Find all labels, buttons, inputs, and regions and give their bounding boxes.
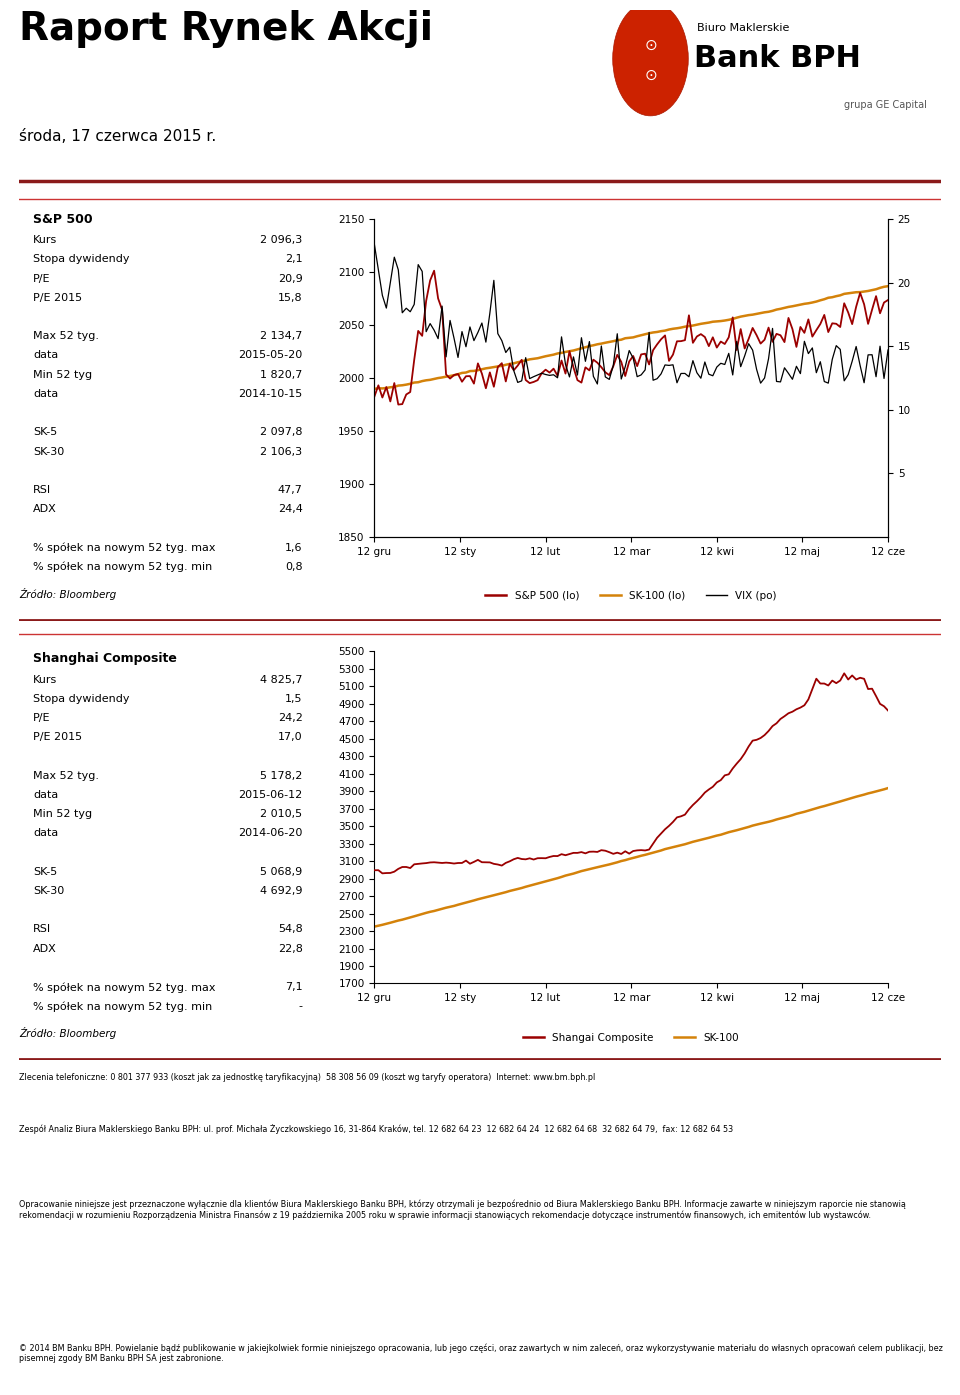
- Text: Biuro Maklerskie: Biuro Maklerskie: [697, 22, 789, 33]
- Text: RSI: RSI: [33, 925, 51, 935]
- Text: SK-30: SK-30: [33, 886, 64, 896]
- Text: data: data: [33, 790, 59, 799]
- Text: data: data: [33, 350, 59, 360]
- Text: 4 692,9: 4 692,9: [260, 886, 302, 896]
- Text: 2015-06-12: 2015-06-12: [238, 790, 302, 799]
- Text: 2 134,7: 2 134,7: [260, 331, 302, 342]
- Ellipse shape: [612, 1, 688, 116]
- Text: -: -: [299, 1002, 302, 1011]
- Text: 1 820,7: 1 820,7: [260, 370, 302, 379]
- Text: Kurs: Kurs: [33, 675, 58, 685]
- Text: grupa GE Capital: grupa GE Capital: [844, 100, 927, 110]
- Text: 2015-05-20: 2015-05-20: [238, 350, 302, 360]
- Text: % spółek na nowym 52 tyg. max: % spółek na nowym 52 tyg. max: [33, 543, 216, 554]
- Text: Opracowanie niniejsze jest przeznaczone wyłącznie dla klientów Biura Maklerskieg: Opracowanie niniejsze jest przeznaczone …: [19, 1198, 906, 1219]
- Text: 4 825,7: 4 825,7: [260, 675, 302, 685]
- Text: Shanghai Composite: Shanghai Composite: [33, 653, 177, 665]
- Text: P/E: P/E: [33, 273, 51, 283]
- Text: data: data: [33, 829, 59, 838]
- Legend: Shangai Composite, SK-100: Shangai Composite, SK-100: [519, 1028, 743, 1046]
- Text: 1,6: 1,6: [285, 543, 302, 552]
- Text: 20,9: 20,9: [277, 273, 302, 283]
- Text: Max 52 tyg.: Max 52 tyg.: [33, 331, 99, 342]
- Text: 54,8: 54,8: [277, 925, 302, 935]
- Text: 7,1: 7,1: [285, 982, 302, 992]
- Text: 2 106,3: 2 106,3: [260, 446, 302, 456]
- Text: 0,8: 0,8: [285, 562, 302, 572]
- Text: data: data: [33, 389, 59, 399]
- Text: SK-5: SK-5: [33, 866, 58, 877]
- Text: P/E 2015: P/E 2015: [33, 293, 83, 303]
- Text: 2 097,8: 2 097,8: [260, 427, 302, 438]
- Text: Max 52 tyg.: Max 52 tyg.: [33, 770, 99, 781]
- Text: % spółek na nowym 52 tyg. min: % spółek na nowym 52 tyg. min: [33, 562, 212, 572]
- Text: 5 178,2: 5 178,2: [260, 770, 302, 781]
- Text: 15,8: 15,8: [278, 293, 302, 303]
- Text: % spółek na nowym 52 tyg. max: % spółek na nowym 52 tyg. max: [33, 982, 216, 993]
- Text: P/E 2015: P/E 2015: [33, 732, 83, 742]
- Text: © 2014 BM Banku BPH. Powielanie bądź publikowanie w jakiejkolwiek formie niniejs: © 2014 BM Banku BPH. Powielanie bądź pub…: [19, 1343, 943, 1363]
- Text: SK-30: SK-30: [33, 446, 64, 456]
- Legend: S&P 500 (lo), SK-100 (lo), VIX (po): S&P 500 (lo), SK-100 (lo), VIX (po): [481, 587, 781, 605]
- Text: 2014-06-20: 2014-06-20: [238, 829, 302, 838]
- Text: ⊙: ⊙: [644, 67, 657, 82]
- Text: S&P 500: S&P 500: [33, 213, 93, 226]
- Text: Min 52 tyg: Min 52 tyg: [33, 370, 92, 379]
- Text: P/E: P/E: [33, 713, 51, 723]
- Text: 2014-10-15: 2014-10-15: [238, 389, 302, 399]
- Text: RSI: RSI: [33, 485, 51, 495]
- Text: 2 010,5: 2 010,5: [260, 809, 302, 819]
- Text: 24,2: 24,2: [277, 713, 302, 723]
- Text: Źródło: Bloomberg: Źródło: Bloomberg: [19, 1027, 116, 1039]
- Text: 1,5: 1,5: [285, 693, 302, 703]
- Text: Min 52 tyg: Min 52 tyg: [33, 809, 92, 819]
- Text: Stopa dywidendy: Stopa dywidendy: [33, 693, 130, 703]
- Text: środa, 17 czerwca 2015 r.: środa, 17 czerwca 2015 r.: [19, 130, 216, 145]
- Text: 5 068,9: 5 068,9: [260, 866, 302, 877]
- Text: Stopa dywidendy: Stopa dywidendy: [33, 254, 130, 264]
- Text: Bank BPH: Bank BPH: [694, 45, 861, 73]
- Text: Raport Rynek Akcji: Raport Rynek Akcji: [19, 10, 433, 47]
- Text: Kurs: Kurs: [33, 236, 58, 246]
- Text: 2,1: 2,1: [285, 254, 302, 264]
- Text: % spółek na nowym 52 tyg. min: % spółek na nowym 52 tyg. min: [33, 1002, 212, 1011]
- Text: 47,7: 47,7: [277, 485, 302, 495]
- Text: ⊙: ⊙: [644, 38, 657, 53]
- Text: 2 096,3: 2 096,3: [260, 236, 302, 246]
- Text: Źródło: Bloomberg: Źródło: Bloomberg: [19, 587, 116, 600]
- Text: SK-5: SK-5: [33, 427, 58, 438]
- Text: Zlecenia telefoniczne: 0 801 377 933 (koszt jak za jednostkę taryfikacyjną)  58 : Zlecenia telefoniczne: 0 801 377 933 (ko…: [19, 1074, 595, 1083]
- Text: 22,8: 22,8: [277, 943, 302, 954]
- Text: 24,4: 24,4: [277, 504, 302, 515]
- Text: 17,0: 17,0: [278, 732, 302, 742]
- Text: ADX: ADX: [33, 504, 57, 515]
- Text: Zespół Analiz Biura Maklerskiego Banku BPH: ul. prof. Michała Życzkowskiego 16, : Zespół Analiz Biura Maklerskiego Banku B…: [19, 1124, 733, 1134]
- Text: ADX: ADX: [33, 943, 57, 954]
